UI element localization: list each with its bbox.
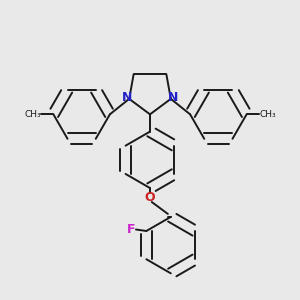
Text: CH₃: CH₃ [259,110,276,119]
Text: O: O [145,191,155,204]
Text: N: N [168,91,178,104]
Text: F: F [127,223,136,236]
Text: CH₃: CH₃ [24,110,41,119]
Text: N: N [122,91,132,104]
